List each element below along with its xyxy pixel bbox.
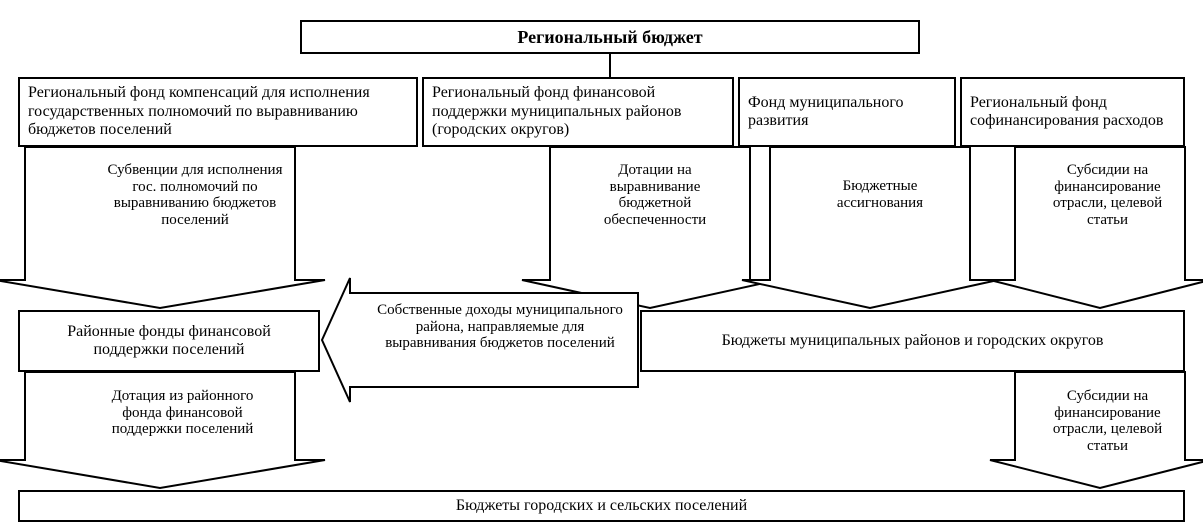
arrow-label-subsidies-top: Субсидии на финансирование отрасли, целе… [1035, 162, 1180, 228]
node-regional-compensation-fund: Региональный фонд компенсаций для исполн… [18, 77, 418, 147]
node-regional-support-fund: Региональный фонд финансовой поддержки м… [422, 77, 734, 147]
arrow-label-assignations: Бюджетные ассигнования [805, 178, 955, 211]
arrow-label-own-revenue: Собственные доходы муниципального района… [370, 302, 630, 352]
node-regional-cofinancing-fund: Региональный фонд софинансирования расхо… [960, 77, 1185, 147]
node-text: Бюджеты муниципальных районов и городски… [722, 332, 1104, 350]
diagram-canvas: Региональный бюджет Региональный фонд ко… [0, 0, 1203, 531]
node-text: Региональный фонд финансовой поддержки м… [432, 84, 724, 139]
arr-a3 [742, 147, 998, 308]
node-title-text: Региональный бюджет [517, 27, 702, 48]
arrow-label-subventions: Субвенции для исполнения гос. полномочий… [100, 162, 290, 228]
node-settlement-budgets: Бюджеты городских и сельских поселений [18, 490, 1185, 522]
node-text: Бюджеты городских и сельских поселений [456, 497, 747, 515]
node-text: Региональный фонд компенсаций для исполн… [28, 84, 408, 139]
node-text: Региональный фонд софинансирования расхо… [970, 94, 1175, 131]
node-text: Фонд муниципального развития [748, 94, 946, 131]
node-district-support-funds: Районные фонды финансовой поддержки посе… [18, 310, 320, 372]
node-text: Районные фонды финансовой поддержки посе… [28, 323, 310, 360]
node-municipal-development-fund: Фонд муниципального развития [738, 77, 956, 147]
node-title: Региональный бюджет [300, 20, 920, 54]
arrow-label-subsidies-bottom: Субсидии на финансирование отрасли, целе… [1035, 388, 1180, 454]
arrow-label-district-dotation: Дотация из районного фонда финансовой по… [100, 388, 265, 438]
node-municipal-budgets: Бюджеты муниципальных районов и городски… [640, 310, 1185, 372]
arrow-label-dotations: Дотации на выравнивание бюджетной обеспе… [575, 162, 735, 228]
